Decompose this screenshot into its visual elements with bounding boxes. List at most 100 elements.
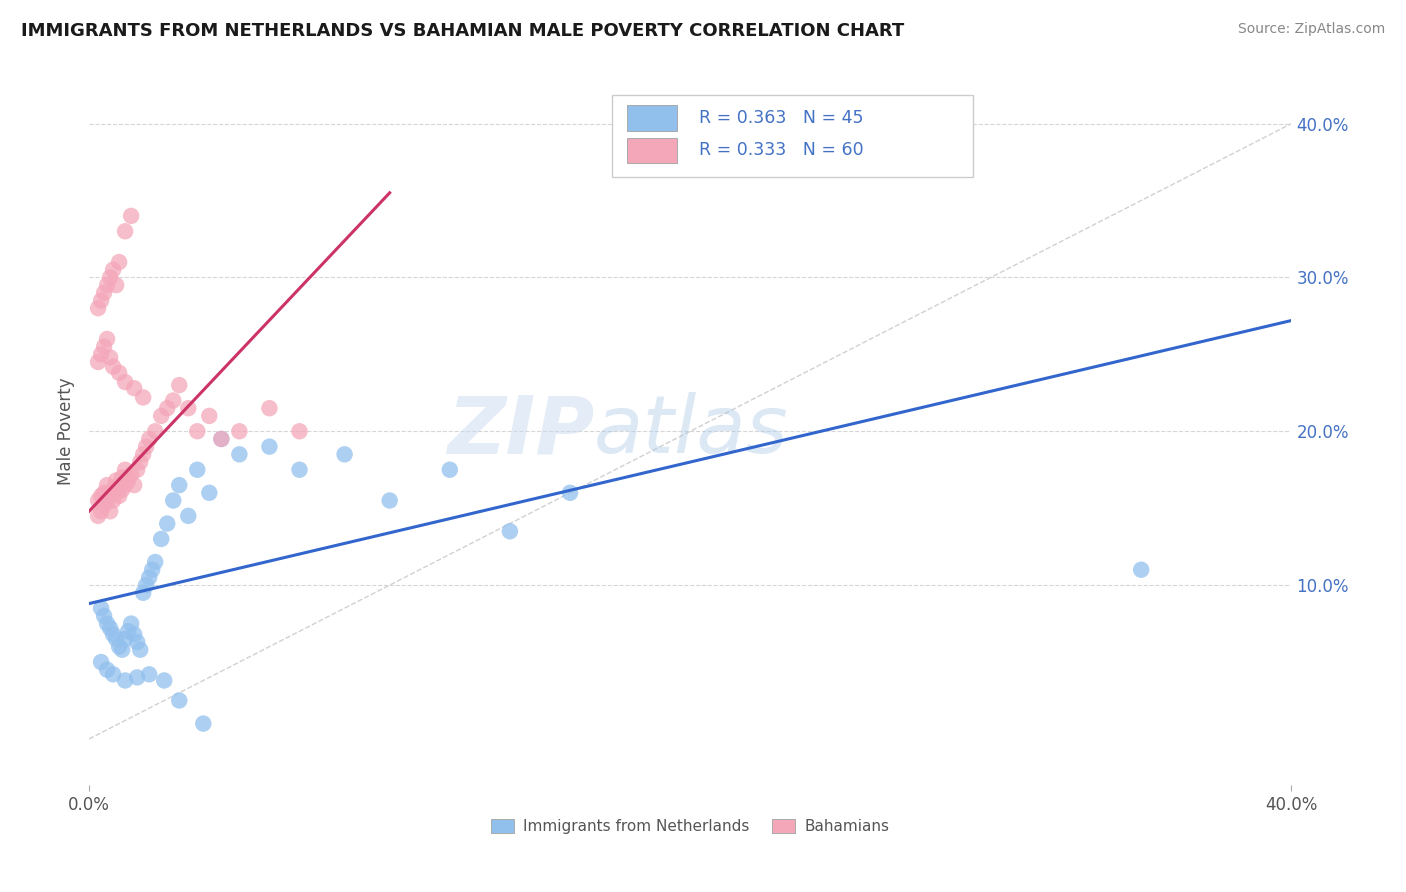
Point xyxy=(117,474,139,488)
FancyBboxPatch shape xyxy=(627,105,678,130)
Point xyxy=(93,485,115,500)
Point xyxy=(108,489,131,503)
Point xyxy=(90,601,112,615)
Text: R = 0.363   N = 45: R = 0.363 N = 45 xyxy=(699,109,863,127)
Point xyxy=(150,409,173,423)
Point xyxy=(114,673,136,688)
Point xyxy=(193,716,215,731)
Point xyxy=(167,693,190,707)
Point xyxy=(259,440,281,454)
FancyBboxPatch shape xyxy=(612,95,973,177)
Point xyxy=(96,616,118,631)
Point xyxy=(117,624,139,639)
Point xyxy=(228,424,250,438)
Point xyxy=(111,642,134,657)
Point xyxy=(108,640,131,654)
Point xyxy=(90,293,112,308)
Point xyxy=(105,474,128,488)
Point xyxy=(96,332,118,346)
Text: IMMIGRANTS FROM NETHERLANDS VS BAHAMIAN MALE POVERTY CORRELATION CHART: IMMIGRANTS FROM NETHERLANDS VS BAHAMIAN … xyxy=(21,22,904,40)
Point xyxy=(138,667,160,681)
Y-axis label: Male Poverty: Male Poverty xyxy=(58,377,75,485)
Point xyxy=(135,578,157,592)
Point xyxy=(259,401,281,416)
Point xyxy=(93,340,115,354)
Point xyxy=(120,616,142,631)
Point xyxy=(153,673,176,688)
Point xyxy=(93,498,115,512)
Point xyxy=(105,485,128,500)
Point xyxy=(98,270,121,285)
Text: R = 0.333   N = 60: R = 0.333 N = 60 xyxy=(699,141,863,160)
Point xyxy=(90,504,112,518)
Point xyxy=(101,262,124,277)
Point xyxy=(114,463,136,477)
FancyBboxPatch shape xyxy=(627,137,678,163)
Point xyxy=(558,485,581,500)
Point xyxy=(101,483,124,497)
Point xyxy=(141,563,163,577)
Point xyxy=(93,608,115,623)
Point xyxy=(198,485,221,500)
Point xyxy=(177,508,200,523)
Point xyxy=(439,463,461,477)
Point xyxy=(87,508,110,523)
Point xyxy=(111,483,134,497)
Point xyxy=(122,381,145,395)
Point xyxy=(87,493,110,508)
Point xyxy=(90,489,112,503)
Point xyxy=(186,424,208,438)
Point xyxy=(98,489,121,503)
Point xyxy=(209,432,232,446)
Point xyxy=(228,447,250,461)
Point xyxy=(288,463,311,477)
Point xyxy=(96,478,118,492)
Point xyxy=(129,642,152,657)
Text: atlas: atlas xyxy=(595,392,789,470)
Point xyxy=(132,586,155,600)
Point xyxy=(108,255,131,269)
Point xyxy=(150,532,173,546)
Legend: Immigrants from Netherlands, Bahamians: Immigrants from Netherlands, Bahamians xyxy=(491,819,890,834)
Point xyxy=(127,670,149,684)
Point xyxy=(87,301,110,316)
Point xyxy=(114,224,136,238)
Point xyxy=(132,447,155,461)
Point xyxy=(143,555,166,569)
Point xyxy=(93,285,115,300)
Point xyxy=(98,351,121,365)
Point xyxy=(156,516,179,531)
Point xyxy=(114,632,136,646)
Point xyxy=(333,447,356,461)
Point xyxy=(101,359,124,374)
Point xyxy=(96,493,118,508)
Point xyxy=(129,455,152,469)
Text: ZIP: ZIP xyxy=(447,392,595,470)
Point xyxy=(167,478,190,492)
Point xyxy=(87,355,110,369)
Point xyxy=(378,493,401,508)
Point xyxy=(108,366,131,380)
Point xyxy=(127,635,149,649)
Text: Source: ZipAtlas.com: Source: ZipAtlas.com xyxy=(1237,22,1385,37)
Point xyxy=(101,667,124,681)
Point xyxy=(162,393,184,408)
Point xyxy=(177,401,200,416)
Point xyxy=(162,493,184,508)
Point xyxy=(135,440,157,454)
Point xyxy=(122,627,145,641)
Point xyxy=(90,655,112,669)
Point xyxy=(138,570,160,584)
Point xyxy=(108,478,131,492)
Point xyxy=(167,378,190,392)
Point xyxy=(132,391,155,405)
Point xyxy=(198,409,221,423)
Point xyxy=(98,504,121,518)
Point xyxy=(96,278,118,293)
Point xyxy=(101,627,124,641)
Point xyxy=(120,209,142,223)
Point xyxy=(101,493,124,508)
Point xyxy=(105,278,128,293)
Point xyxy=(111,470,134,484)
Point xyxy=(114,375,136,389)
